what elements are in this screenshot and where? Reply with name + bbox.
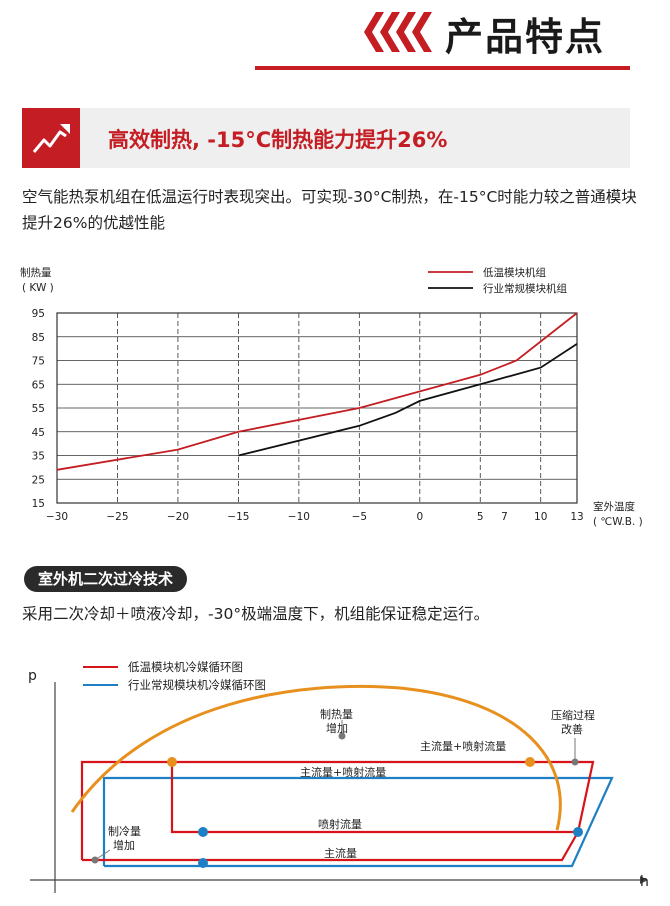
cool-increase-label-1: 制冷量 — [108, 825, 141, 838]
x-tick-label: −15 — [227, 511, 249, 523]
y-tick-label: 25 — [32, 474, 45, 486]
x-tick-label: 7 — [501, 511, 508, 523]
x-axis-label: 室外温度 — [593, 500, 635, 513]
heat-increase-label-2: 增加 — [326, 721, 348, 735]
legend-red-label: 低温模块机冷媒循环图 — [128, 660, 243, 674]
feature2-description: 采用二次冷却＋喷液冷却，-30°极端温度下，机组能保证稳定运行。 — [22, 605, 490, 623]
blue-point-main — [198, 858, 208, 868]
main-flow-label: 主流量 — [324, 846, 357, 860]
red-cycle — [80, 760, 595, 860]
blue-point-inject — [198, 827, 208, 837]
x-tick-label: −10 — [288, 511, 310, 523]
x-tick-label: −30 — [46, 511, 68, 523]
y-tick-label: 75 — [32, 356, 45, 368]
main-inject-flow-top: 主流量+喷射流量 — [420, 739, 506, 753]
y-axis-unit: ( KW ) — [22, 282, 54, 294]
heat-increase-label-1: 制热量 — [320, 708, 353, 721]
feature-banner — [22, 108, 630, 168]
h-axis-arrow — [640, 876, 648, 884]
compression-label-1: 压缩过程 — [551, 709, 595, 722]
orange-point-right — [525, 757, 535, 767]
inject-flow-label: 喷射流量 — [318, 817, 362, 831]
x-axis-unit: ( ℃W.B. ) — [593, 516, 643, 528]
compression-label-2: 改善 — [561, 722, 583, 736]
feature-description: 空气能热泵机组在低温运行时表现突出。可实现-30°C制热，在-15°C时能力较之… — [22, 188, 637, 232]
y-tick-label: 85 — [32, 332, 45, 344]
saturation-dome — [70, 685, 562, 831]
h-axis-label: h — [640, 874, 649, 890]
page-title: 产品特点 — [445, 15, 606, 59]
chevron-icon — [364, 12, 432, 52]
trend-up-icon — [22, 108, 80, 168]
title-underline — [255, 66, 630, 70]
x-tick-label: 5 — [477, 511, 484, 523]
main-inject-flow-mid: 主流量+喷射流量 — [300, 765, 386, 779]
blue-point-right — [573, 827, 583, 837]
x-tick-label: −5 — [352, 511, 367, 523]
x-tick-label: 10 — [534, 511, 547, 523]
y-tick-label: 55 — [32, 403, 45, 415]
y-tick-label: 65 — [32, 379, 45, 391]
x-tick-label: 13 — [570, 511, 583, 523]
feature-badge: 室外机二次过冷技术 — [24, 566, 188, 592]
legend-label-2: 行业常规模块机组 — [483, 282, 567, 295]
feature-title: 高效制热, -15°C制热能力提升26% — [108, 128, 448, 152]
x-tick-label: −25 — [106, 511, 128, 523]
y-tick-label: 45 — [32, 427, 45, 439]
legend-label-1: 低温模块机组 — [483, 266, 546, 279]
blue-cycle — [102, 776, 614, 868]
cool-increase-label-2: 增加 — [113, 838, 135, 852]
p-axis-label: p — [28, 668, 37, 684]
red-cycle-bottom — [82, 831, 579, 862]
y-tick-label: 15 — [32, 498, 45, 510]
series-line-1 — [56, 312, 578, 471]
legend-blue-label: 行业常规模块机冷媒循环图 — [128, 678, 266, 692]
y-tick-label: 95 — [32, 308, 45, 320]
x-tick-label: −20 — [167, 511, 189, 523]
y-tick-label: 35 — [32, 451, 45, 463]
series-line-2 — [238, 343, 578, 457]
orange-point-left — [167, 757, 177, 767]
heating-capacity-chart: 15 25 35 45 55 65 75 85 95 −30 −25 −20 −15 −10 −5 0 5 7 10… — [20, 266, 643, 528]
y-axis-label: 制热量 — [20, 266, 52, 279]
x-tick-label: 0 — [416, 511, 423, 523]
